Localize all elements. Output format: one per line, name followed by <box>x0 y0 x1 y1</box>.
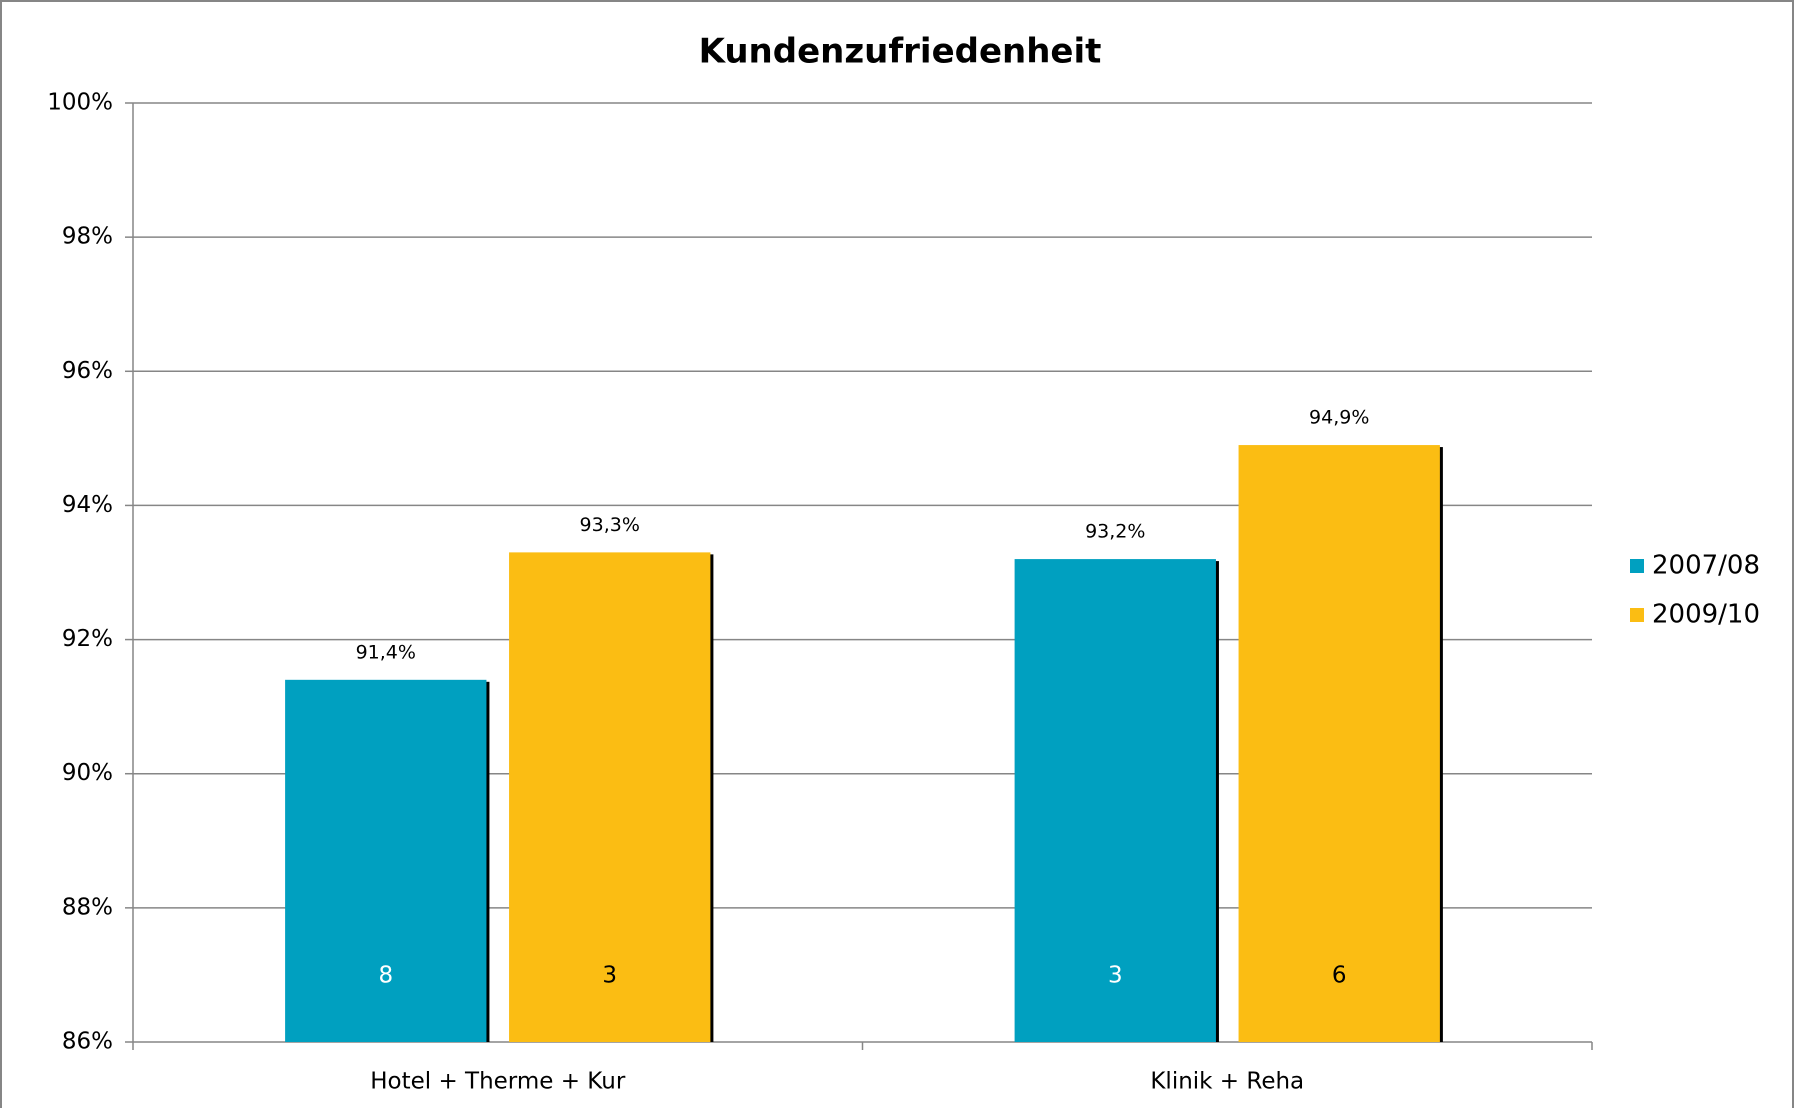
y-tick-label: 88% <box>62 894 113 920</box>
value-label: 93,3% <box>580 514 640 536</box>
legend-label: 2007/08 <box>1652 551 1760 581</box>
y-tick-label: 96% <box>62 358 113 384</box>
value-label: 94,9% <box>1309 407 1369 429</box>
bar <box>1238 445 1440 1042</box>
bar <box>285 679 487 1042</box>
chart-title: Kundenzufriedenheit <box>699 32 1102 72</box>
legend-swatch <box>1630 559 1644 573</box>
y-tick-label: 100% <box>47 90 113 116</box>
legend-swatch <box>1630 608 1644 622</box>
x-tick-label: Hotel + Therme + Kur <box>370 1069 626 1095</box>
count-label: 3 <box>1108 963 1123 989</box>
y-tick-label: 92% <box>62 626 113 652</box>
legend-label: 2009/10 <box>1652 600 1760 630</box>
y-tick-label: 94% <box>62 492 113 518</box>
bar <box>1014 559 1216 1042</box>
count-label: 8 <box>378 963 393 989</box>
count-label: 6 <box>1332 963 1347 989</box>
bar <box>509 552 711 1042</box>
x-tick-label: Klinik + Reha <box>1150 1069 1304 1095</box>
y-tick-label: 98% <box>62 224 113 250</box>
y-tick-label: 86% <box>62 1029 113 1055</box>
value-label: 93,2% <box>1085 521 1145 543</box>
y-tick-label: 90% <box>62 760 113 786</box>
count-label: 3 <box>602 963 617 989</box>
value-label: 91,4% <box>356 641 416 663</box>
